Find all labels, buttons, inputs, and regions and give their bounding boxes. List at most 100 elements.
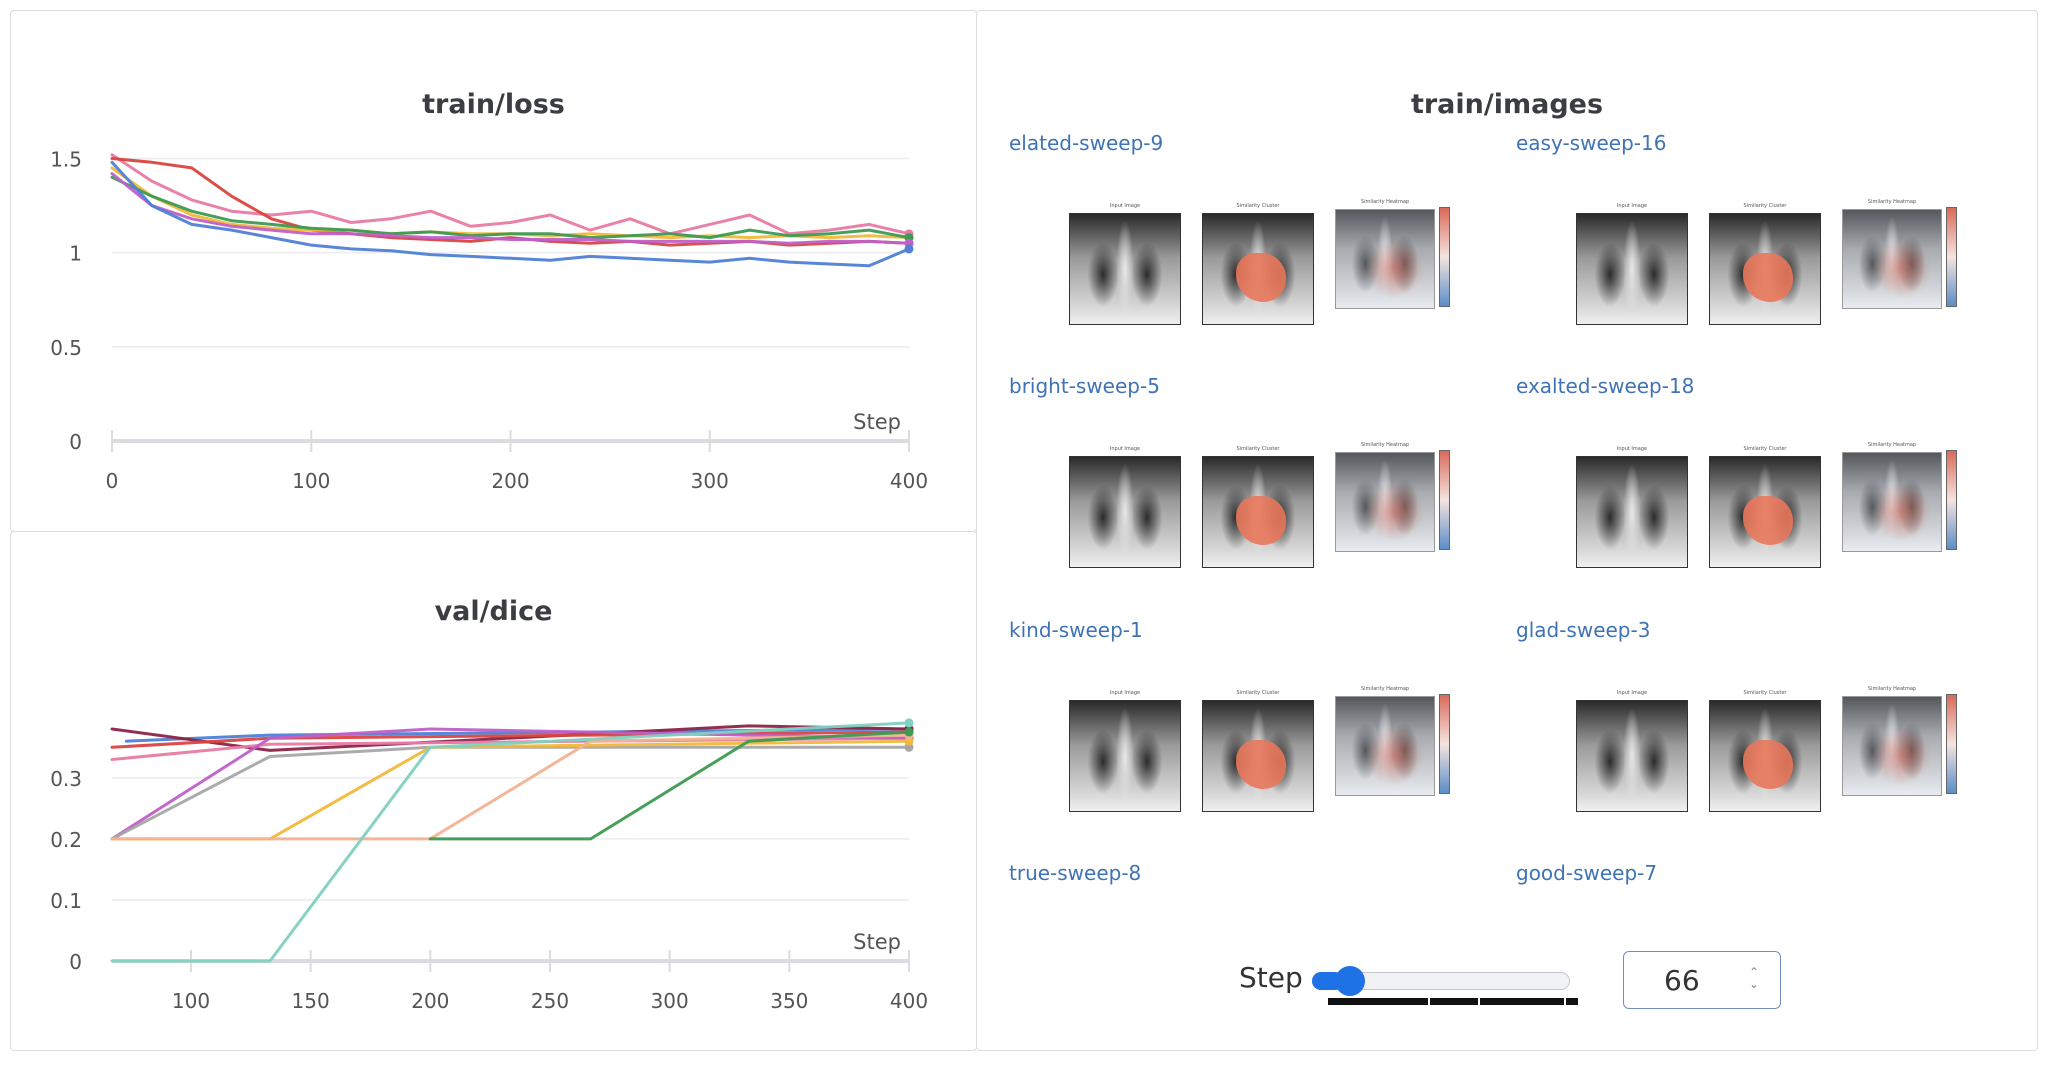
series-line-9 xyxy=(110,721,911,963)
xray-image xyxy=(1070,214,1180,324)
thumb-cluster[interactable] xyxy=(1202,700,1314,812)
x-tick-label: 200 xyxy=(411,989,449,1013)
run-label[interactable]: kind-sweep-1 xyxy=(1009,618,1143,642)
thumb-heatmap[interactable] xyxy=(1335,452,1435,552)
thumb-cluster[interactable] xyxy=(1709,456,1821,568)
thumb-cluster[interactable] xyxy=(1709,213,1821,325)
series-line-5 xyxy=(110,745,911,841)
thumb-caption: Similarity Cluster xyxy=(1743,446,1787,452)
val-dice-chart[interactable]: 0 0.1 0.2 0.3 100 150 200 250 300 350 400 Step xyxy=(11,532,978,1052)
thumb-input[interactable] xyxy=(1576,213,1688,325)
thumb-caption: Similarity Heatmap xyxy=(1360,199,1410,205)
x-tick-label: 400 xyxy=(890,989,928,1013)
step-stepper[interactable]: ⌃ ⌄ xyxy=(1748,966,1760,994)
x-tick-label: 100 xyxy=(292,469,330,493)
series-end-point-8 xyxy=(904,727,914,737)
thumb-caption: Input Image xyxy=(1616,446,1648,452)
thumb-caption: Similarity Cluster xyxy=(1236,203,1280,209)
run-label[interactable]: exalted-sweep-18 xyxy=(1516,374,1695,398)
thumb-caption: Input Image xyxy=(1616,690,1648,696)
x-tick-label: 400 xyxy=(890,469,928,493)
train-loss-title: train/loss xyxy=(422,89,565,120)
heatmap-colorbar xyxy=(1439,450,1450,550)
val-dice-title: val/dice xyxy=(434,596,553,627)
chevron-down-icon[interactable]: ⌄ xyxy=(1748,977,1760,991)
thumb-heatmap[interactable] xyxy=(1335,696,1435,796)
x-tick-label: 300 xyxy=(691,469,729,493)
thumb-cluster[interactable] xyxy=(1202,213,1314,325)
thumb-heatmap[interactable] xyxy=(1335,209,1435,309)
y-tick-label: 0.5 xyxy=(50,336,82,360)
series-line-0 xyxy=(124,727,911,743)
thumb-caption: Similarity Heatmap xyxy=(1867,442,1917,448)
thumb-caption: Similarity Heatmap xyxy=(1360,686,1410,692)
heatmap-overlay xyxy=(1336,453,1434,551)
thumb-input[interactable] xyxy=(1069,700,1181,812)
series-end-point-9 xyxy=(904,718,914,728)
xray-image xyxy=(1577,457,1687,567)
x-axis-step-label: Step xyxy=(853,930,901,954)
thumb-caption: Similarity Cluster xyxy=(1236,446,1280,452)
series-line-8 xyxy=(428,730,911,841)
thumb-input[interactable] xyxy=(1069,213,1181,325)
thumb-cluster[interactable] xyxy=(1202,456,1314,568)
thumb-heatmap[interactable] xyxy=(1842,452,1942,552)
thumb-caption: Similarity Heatmap xyxy=(1360,442,1410,448)
series-line-5 xyxy=(110,160,911,268)
thumb-caption: Similarity Cluster xyxy=(1236,690,1280,696)
heatmap-colorbar xyxy=(1946,450,1957,550)
x-axis-step-label: Step xyxy=(853,410,901,434)
thumb-input[interactable] xyxy=(1576,700,1688,812)
x-tick-label: 0 xyxy=(106,469,119,493)
y-tick-label: 0 xyxy=(69,430,82,454)
step-label: Step xyxy=(1239,961,1303,994)
x-tick-label: 200 xyxy=(491,469,529,493)
heatmap-overlay xyxy=(1843,453,1941,551)
run-label[interactable]: elated-sweep-9 xyxy=(1009,131,1164,155)
heatmap-colorbar xyxy=(1439,207,1450,307)
series-line-1 xyxy=(110,157,911,247)
slider-step-marks xyxy=(1328,998,1578,1005)
y-tick-label: 0.1 xyxy=(50,889,82,913)
step-slider[interactable] xyxy=(1312,966,1578,1008)
xray-image xyxy=(1070,457,1180,567)
train-loss-chart[interactable]: 0 0.5 1 1.5 0 100 200 300 400 Step xyxy=(11,11,978,533)
series-line-3 xyxy=(110,175,911,240)
run-label[interactable]: good-sweep-7 xyxy=(1516,861,1658,885)
train-loss-panel: train/loss 0 0.5 1 1.5 0 100 200 300 400 Step xyxy=(10,10,977,532)
segmentation-overlay xyxy=(1236,739,1286,789)
heatmap-overlay xyxy=(1336,697,1434,795)
x-tick-label: 300 xyxy=(651,989,689,1013)
chevron-up-icon[interactable]: ⌃ xyxy=(1748,965,1760,979)
xray-image xyxy=(1577,214,1687,324)
segmentation-overlay xyxy=(1236,495,1286,545)
thumb-caption: Input Image xyxy=(1109,203,1141,209)
segmentation-overlay xyxy=(1743,739,1793,789)
series-line-7 xyxy=(110,733,911,841)
series-line-0 xyxy=(110,153,911,236)
train-images-title: train/images xyxy=(1410,89,1604,120)
thumb-heatmap[interactable] xyxy=(1842,696,1942,796)
thumb-caption: Similarity Heatmap xyxy=(1867,199,1917,205)
heatmap-colorbar xyxy=(1946,694,1957,794)
heatmap-overlay xyxy=(1336,210,1434,308)
run-label[interactable]: bright-sweep-5 xyxy=(1009,374,1160,398)
run-label[interactable]: true-sweep-8 xyxy=(1009,861,1142,885)
segmentation-overlay xyxy=(1743,495,1793,545)
thumb-caption: Similarity Cluster xyxy=(1743,203,1787,209)
run-label[interactable]: glad-sweep-3 xyxy=(1516,618,1651,642)
y-tick-label: 0.2 xyxy=(50,828,82,852)
thumb-input[interactable] xyxy=(1069,456,1181,568)
thumb-input[interactable] xyxy=(1576,456,1688,568)
step-number-input[interactable]: 66 ⌃ ⌄ xyxy=(1623,951,1781,1009)
heatmap-overlay xyxy=(1843,697,1941,795)
x-tick-label: 150 xyxy=(292,989,330,1013)
segmentation-overlay xyxy=(1236,252,1286,302)
slider-thumb[interactable] xyxy=(1334,966,1365,996)
y-tick-label: 0.3 xyxy=(50,767,82,791)
thumb-heatmap[interactable] xyxy=(1842,209,1942,309)
thumb-cluster[interactable] xyxy=(1709,700,1821,812)
heatmap-overlay xyxy=(1843,210,1941,308)
series-end-point-5 xyxy=(904,244,914,254)
run-label[interactable]: easy-sweep-16 xyxy=(1516,131,1667,155)
